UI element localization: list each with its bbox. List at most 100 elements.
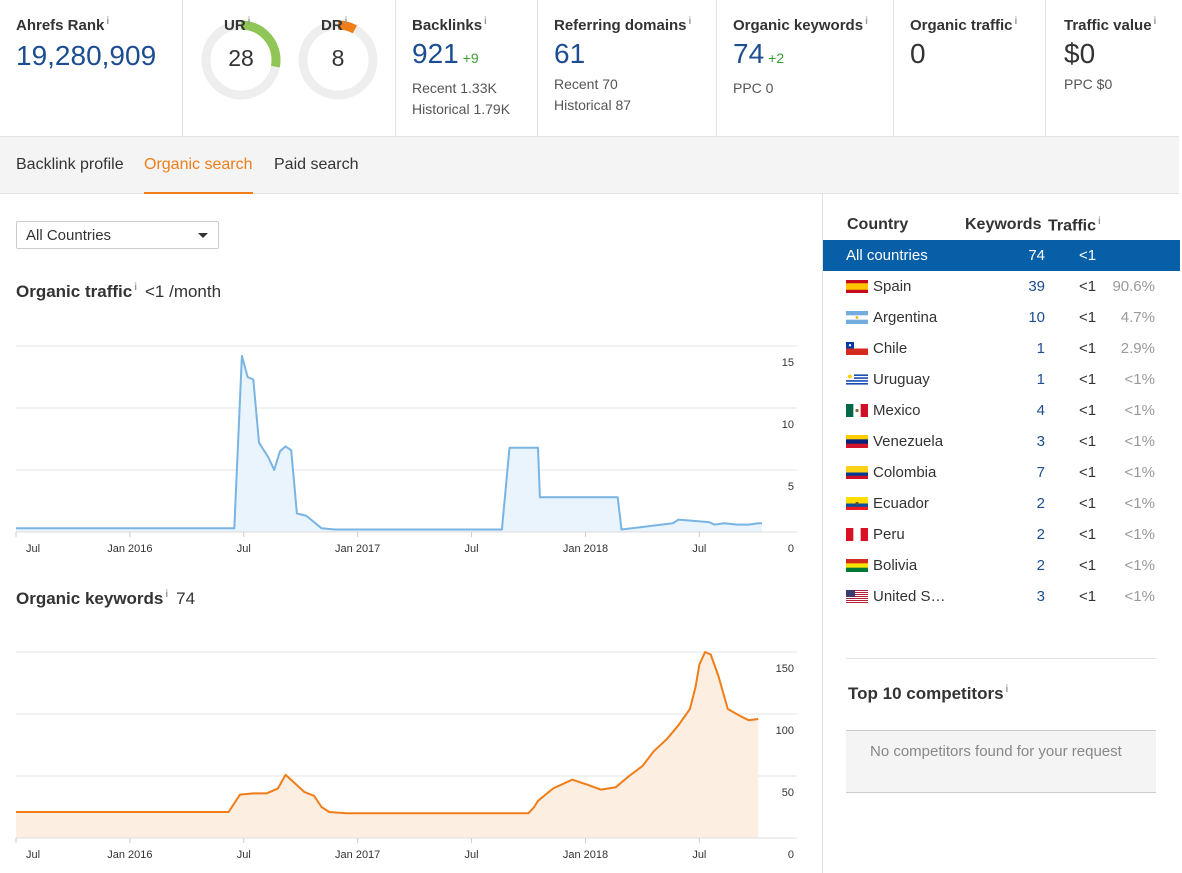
series-line	[16, 354, 762, 531]
info-icon[interactable]: i	[1098, 216, 1101, 227]
y-tick-label: 0	[788, 543, 794, 555]
organic-keywords-value[interactable]: 74	[733, 38, 765, 69]
metric-traffic-value: Traffic value i $0 PPC $0	[1046, 0, 1179, 137]
info-icon[interactable]: i	[247, 16, 251, 27]
organic-keywords-chart[interactable]: 150 100 50 0 Jul Jan 2016 Jul Jan 2017 Jul Jan 20…	[0, 636, 800, 866]
country-keywords[interactable]: 4	[1036, 402, 1045, 419]
info-icon[interactable]: i	[344, 16, 348, 27]
country-keywords[interactable]: 2	[1036, 526, 1045, 543]
country-traffic-share: <1%	[1124, 464, 1155, 481]
country-row-all[interactable]: All countries 74 <1	[823, 240, 1180, 271]
organic-traffic-title: Organic traffic	[16, 282, 133, 301]
ur-gauge-arc	[201, 20, 281, 100]
col-header-country[interactable]: Country	[847, 216, 909, 233]
backlinks-recent[interactable]: Recent 1.33K	[412, 80, 497, 96]
backlinks-value[interactable]: 921	[412, 38, 459, 69]
country-row[interactable]: Uruguay 1 <1 <1%	[823, 364, 1180, 395]
country-select-value: All Countries	[26, 227, 112, 244]
country-row[interactable]: United S… 3 <1 <1%	[823, 581, 1180, 612]
info-icon[interactable]: i	[106, 16, 110, 27]
backlinks-delta: +9	[462, 50, 479, 66]
country-traffic-share: <1%	[1124, 495, 1155, 512]
referring-domains-recent[interactable]: Recent 70	[554, 76, 618, 92]
backlinks-historical[interactable]: Historical 1.79K	[412, 101, 511, 117]
country-keywords[interactable]: 39	[1028, 278, 1045, 295]
country-name: Chile	[873, 340, 908, 357]
flag-mx-icon	[846, 404, 868, 417]
country-row[interactable]: Spain 39 <1 90.6%	[823, 271, 1180, 302]
country-keywords[interactable]: 3	[1036, 588, 1045, 605]
dr-value: 8	[331, 45, 345, 71]
competitors-empty-state: No competitors found for your request	[846, 730, 1156, 793]
country-keywords[interactable]: 2	[1036, 557, 1045, 574]
ur-value: 28	[228, 45, 254, 71]
referring-domains-value[interactable]: 61	[554, 38, 586, 69]
country-keywords[interactable]: 10	[1028, 309, 1045, 326]
ahrefs-rank-value[interactable]: 19,280,909	[16, 40, 157, 71]
divider	[846, 658, 1156, 659]
dr-gauge[interactable]	[296, 18, 380, 102]
flag-us-icon	[846, 590, 868, 603]
col-header-traffic[interactable]: Traffic	[1048, 217, 1097, 235]
tab-organic-search[interactable]: Organic search	[144, 137, 253, 194]
country-row[interactable]: Chile 1 <1 2.9%	[823, 333, 1180, 364]
info-icon[interactable]: i	[865, 16, 868, 27]
organic-traffic-chart[interactable]: 15 10 5 0 Jul Jan 2016 Jul Jan 2017 Jul Jan 2018 J…	[0, 330, 800, 560]
country-row[interactable]: Argentina 10 <1 4.7%	[823, 302, 1180, 333]
country-row[interactable]: Bolivia 2 <1 <1%	[823, 550, 1180, 581]
country-row[interactable]: Peru 2 <1 <1%	[823, 519, 1180, 550]
x-tick-label: Jan 2016	[107, 543, 152, 555]
country-row[interactable]: Colombia 7 <1 <1%	[823, 457, 1180, 488]
country-traffic-share: <1%	[1124, 557, 1155, 574]
x-tick-label: Jan 2017	[335, 543, 380, 555]
metrics-bar: Ahrefs Rank i 19,280,909 UR i 28 DR i 8 Bac…	[0, 0, 1179, 137]
country-name: Spain	[873, 278, 912, 295]
country-traffic: <1	[1079, 309, 1097, 326]
country-traffic: <1	[1079, 402, 1097, 419]
tab-backlink-profile[interactable]: Backlink profile	[16, 156, 124, 173]
report-tabs: Backlink profile Organic search Paid sea…	[0, 137, 1179, 194]
flag-bo-icon	[846, 559, 868, 572]
country-traffic-share: 4.7%	[1120, 309, 1155, 326]
dr-gauge-arc	[298, 20, 378, 100]
country-keywords[interactable]: 2	[1036, 495, 1045, 512]
country-keywords[interactable]: 1	[1036, 371, 1045, 388]
ahrefs-rank-label: Ahrefs Rank	[16, 17, 105, 34]
flag-co-icon	[846, 466, 868, 479]
country-name: Peru	[873, 526, 905, 543]
info-icon[interactable]: i	[165, 589, 169, 601]
tab-paid-search[interactable]: Paid search	[274, 156, 359, 173]
organic-traffic-value: 0	[910, 38, 926, 69]
country-select[interactable]: All Countries	[16, 221, 219, 249]
info-icon[interactable]: i	[1014, 16, 1018, 27]
country-traffic: <1	[1079, 588, 1097, 605]
y-tick-label: 50	[782, 787, 794, 799]
x-tick-label: Jul	[465, 849, 479, 861]
country-row[interactable]: Mexico 4 <1 <1%	[823, 395, 1180, 426]
flag-pe-icon	[846, 528, 868, 541]
country-traffic: <1	[1079, 464, 1097, 481]
info-icon[interactable]: i	[1005, 684, 1009, 696]
info-icon[interactable]: i	[134, 282, 137, 294]
country-keywords[interactable]: 3	[1036, 433, 1045, 450]
country-row[interactable]: Venezuela 3 <1 <1%	[823, 426, 1180, 457]
country-name: Ecuador	[873, 495, 929, 512]
flag-ec-icon	[846, 497, 868, 510]
referring-domains-historical[interactable]: Historical 87	[554, 97, 632, 113]
x-tick-label: Jul	[465, 543, 479, 555]
country-traffic-share: <1%	[1124, 402, 1155, 419]
y-tick-label: 5	[788, 481, 794, 493]
country-row[interactable]: Ecuador 2 <1 <1%	[823, 488, 1180, 519]
organic-keywords-heading: Organic keywords i 74	[16, 589, 195, 609]
info-icon[interactable]: i	[484, 16, 487, 27]
series-area	[16, 355, 762, 532]
country-keywords[interactable]: 1	[1036, 340, 1045, 357]
col-header-keywords[interactable]: Keywords	[965, 216, 1042, 233]
flag-ar-icon	[846, 311, 868, 324]
country-name: Bolivia	[873, 557, 918, 574]
ur-gauge[interactable]	[199, 18, 283, 102]
info-icon[interactable]: i	[688, 16, 692, 27]
x-tick-label: Jan 2017	[335, 849, 380, 861]
info-icon[interactable]: i	[1153, 16, 1157, 27]
country-keywords[interactable]: 7	[1036, 464, 1045, 481]
